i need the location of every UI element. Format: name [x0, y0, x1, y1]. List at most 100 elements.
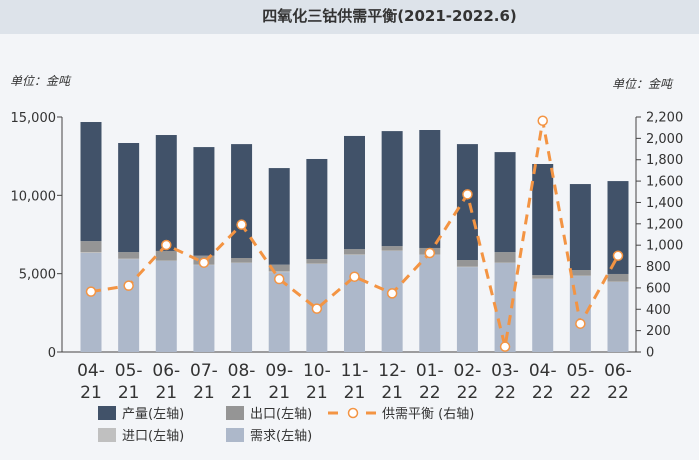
left-axis-unit: 单位：金吨	[10, 74, 71, 88]
x-tick-label: 21	[306, 383, 328, 403]
x-tick-label: 04-	[529, 361, 557, 381]
x-tick-label: 05-	[566, 361, 594, 381]
bar-segment	[344, 255, 365, 352]
right-tick-label: 200	[646, 324, 671, 339]
legend-item-demand: 需求(左轴)	[226, 425, 312, 444]
bar-segment	[532, 275, 554, 279]
x-tick-label: 22	[419, 383, 441, 403]
balance-point	[311, 303, 323, 314]
bar-segment	[344, 135, 365, 250]
bar-segment	[193, 265, 215, 352]
bar-segment	[381, 246, 403, 251]
bar-segment	[80, 252, 102, 253]
balance-point	[575, 318, 586, 329]
x-tick-label: 21	[344, 383, 366, 403]
right-tick-label: 0	[646, 346, 654, 361]
bar-segment	[155, 250, 177, 261]
balance-point	[424, 247, 436, 259]
bar-segment	[268, 168, 290, 265]
bar-segment	[456, 267, 478, 352]
x-tick-label: 04-	[77, 361, 105, 381]
bar-segment	[607, 181, 629, 274]
legend-item-import: 进口(左轴)	[98, 425, 184, 444]
bar-segment	[456, 260, 478, 267]
x-tick-label: 22	[607, 383, 629, 403]
header-band	[0, 0, 699, 34]
legend-swatch	[226, 427, 244, 442]
x-tick-label: 09-	[265, 361, 293, 381]
balance-point	[612, 250, 624, 262]
balance-point	[123, 280, 134, 291]
x-tick-label: 05-	[115, 361, 143, 381]
bar-segment	[231, 258, 253, 263]
legend-swatch	[98, 405, 116, 420]
right-tick-label: 2,000	[646, 132, 683, 147]
bar-segment	[80, 252, 102, 352]
balance-point	[499, 341, 511, 352]
balance-point	[273, 273, 285, 285]
bar-segment	[569, 276, 591, 352]
left-tick-label: 0	[48, 346, 56, 361]
x-tick-label: 21	[231, 383, 253, 403]
x-tick-label: 22	[532, 383, 554, 403]
x-tick-label: 12-	[378, 361, 406, 381]
x-tick-label: 03-	[491, 361, 519, 381]
right-tick-label: 1,200	[646, 217, 683, 232]
x-tick-label: 21	[80, 383, 102, 403]
balance-point	[161, 239, 172, 251]
left-tick-label: 15,000	[11, 111, 57, 126]
bar-segment	[532, 278, 554, 352]
bar-segment	[607, 273, 629, 282]
legend-item-export: 出口(左轴)	[226, 403, 312, 422]
x-tick-label: 21	[268, 383, 290, 403]
bar-segment	[569, 184, 591, 271]
bar-segment	[419, 130, 441, 248]
legend-swatch	[226, 405, 244, 420]
x-tick-label: 21	[193, 383, 215, 403]
x-tick-label: 22	[570, 383, 592, 403]
bar-segment	[231, 263, 253, 352]
x-tick-label: 06-	[604, 361, 632, 381]
x-tick-label: 21	[381, 383, 403, 403]
bar-segment	[118, 252, 140, 259]
balance-point	[85, 286, 97, 297]
balance-point	[236, 219, 247, 230]
chart-title: 四氧化三钴供需平衡(2021-2022.6)	[262, 7, 517, 25]
legend-label: 供需平衡 (右轴)	[382, 407, 475, 422]
right-tick-label: 600	[646, 281, 671, 296]
right-tick-label: 800	[646, 260, 671, 275]
legend-label: 需求(左轴)	[250, 429, 313, 444]
legend-item-production: 产量(左轴)	[98, 403, 184, 422]
legend-label: 出口(左轴)	[250, 407, 313, 422]
bar-segment	[118, 259, 140, 352]
legend-item-balance: 供需平衡 (右轴)	[328, 403, 474, 422]
legend-label: 产量(左轴)	[122, 407, 185, 422]
bar-segment	[532, 164, 554, 276]
right-tick-label: 400	[646, 303, 671, 318]
bar-segment	[494, 263, 516, 352]
balance-point	[462, 189, 473, 200]
legend-label: 进口(左轴)	[122, 429, 185, 444]
bar-segment	[306, 259, 328, 264]
bar-segment	[306, 158, 328, 260]
x-tick-label: 22	[494, 383, 516, 403]
bar-segment	[268, 272, 290, 352]
bar-segment	[155, 135, 177, 251]
bar-segment	[344, 254, 365, 256]
bar-segment	[419, 255, 441, 352]
bar-segment	[344, 249, 365, 255]
x-tick-label: 06-	[152, 361, 180, 381]
right-tick-label: 2,200	[646, 111, 683, 126]
bar-segment	[569, 270, 591, 276]
x-tick-label: 07-	[190, 361, 218, 381]
bar-segment	[268, 271, 290, 273]
balance-point	[386, 288, 398, 299]
right-tick-label: 1,800	[646, 153, 683, 168]
bar-segment	[155, 260, 177, 352]
x-tick-label: 21	[118, 383, 140, 403]
balance-line	[90, 120, 620, 348]
bar-segment	[381, 131, 403, 247]
bar-segment	[193, 147, 215, 256]
x-tick-label: 22	[457, 383, 479, 403]
